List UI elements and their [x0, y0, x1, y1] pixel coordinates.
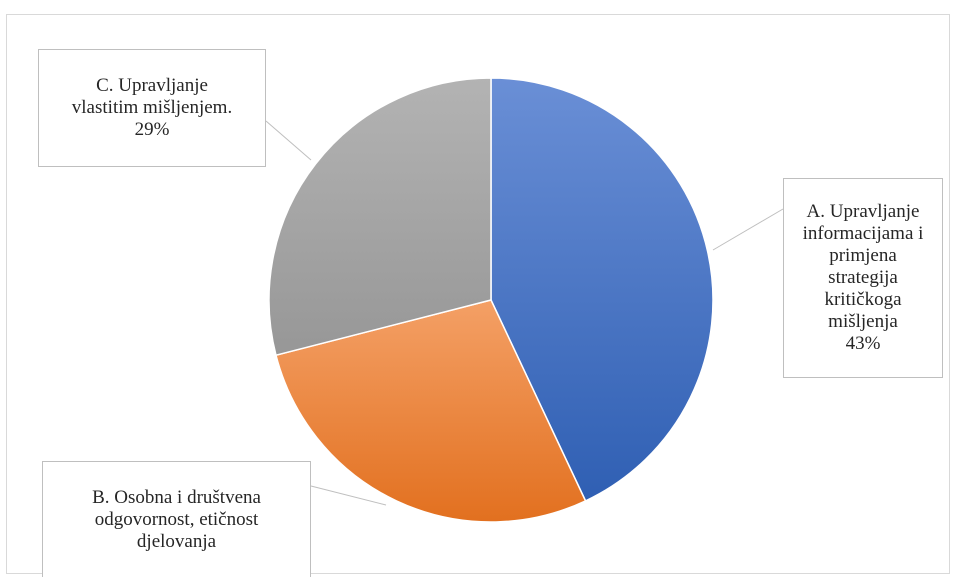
pie-slice-b [275, 299, 587, 523]
pie-slice-a [490, 77, 714, 502]
leader-line-c [265, 120, 312, 161]
callout-b-line-3: djelovanja [136, 530, 217, 552]
callout-c-line-2: vlastitim mišljenjem. [71, 97, 233, 118]
leader-lines [265, 120, 784, 506]
callout-a-line-6: mišljenja [828, 311, 898, 332]
callout-c-line-1: C. Upravljanje [96, 75, 208, 96]
callout-c-value: 29% [134, 119, 170, 140]
chart-frame [6, 14, 950, 574]
callout-a-line-2: informacijama i [802, 223, 924, 244]
pie-slices [268, 77, 714, 523]
callout-label-b: B. Osobna i društvena odgovornost, etičn… [42, 461, 311, 577]
callout-a-line-4: strategija [828, 267, 898, 288]
callout-a-line-1: A. Upravljanje [806, 201, 920, 222]
callout-a-value: 43% [845, 333, 881, 354]
leader-line-b [310, 485, 387, 506]
callout-a-line-3: primjena [829, 245, 897, 266]
callout-a-line-5: kritičkoga [824, 289, 902, 310]
callout-b-line-2: odgovornost, etičnost [94, 508, 259, 530]
callout-b-line-1: B. Osobna i društvena [92, 486, 261, 508]
pie-slice-c [268, 77, 492, 357]
callout-label-a: A. Upravljanje informacijama i primjena … [783, 178, 943, 378]
leader-line-a [712, 208, 784, 251]
callout-label-c: C. Upravljanje vlastitim mišljenjem. 29% [38, 49, 266, 167]
